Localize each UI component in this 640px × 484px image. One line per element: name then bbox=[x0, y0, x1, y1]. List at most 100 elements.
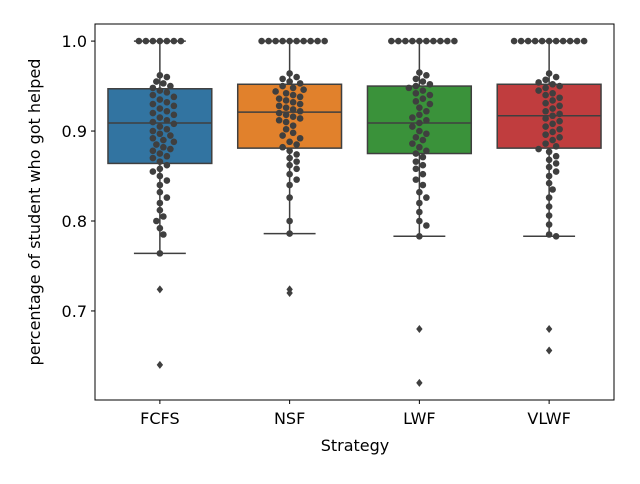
swarm-point bbox=[430, 37, 437, 45]
swarm-point bbox=[545, 221, 553, 228]
swarm-point bbox=[177, 37, 185, 45]
swarm-point bbox=[156, 165, 164, 173]
swarm-point bbox=[545, 231, 553, 238]
swarm-point bbox=[423, 222, 430, 229]
swarm-point bbox=[545, 194, 553, 201]
swarm-point bbox=[542, 140, 549, 147]
swarm-point bbox=[293, 73, 300, 81]
swarm-point bbox=[552, 143, 560, 150]
swarm-point bbox=[163, 37, 171, 45]
outlier bbox=[545, 346, 553, 355]
swarm-point bbox=[142, 37, 150, 45]
swarm-point bbox=[296, 80, 304, 87]
swarm-point bbox=[160, 136, 167, 144]
swarm-point bbox=[149, 37, 157, 45]
swarm-point bbox=[510, 37, 518, 45]
swarm-point bbox=[286, 147, 293, 155]
swarm-point bbox=[300, 86, 307, 93]
swarm-point bbox=[535, 79, 542, 86]
swarm-point bbox=[556, 94, 563, 102]
x-tick-label: VLWF bbox=[527, 409, 570, 428]
swarm-point bbox=[409, 37, 416, 45]
swarm-point bbox=[296, 100, 304, 108]
swarm-point bbox=[416, 119, 423, 127]
swarm-point bbox=[416, 127, 423, 135]
outlier bbox=[416, 324, 423, 333]
swarm-point bbox=[542, 115, 549, 122]
swarm-point bbox=[419, 181, 427, 189]
swarm-point bbox=[416, 37, 423, 45]
swarm-point bbox=[279, 37, 286, 45]
swarm-point bbox=[300, 37, 307, 45]
swarm-point bbox=[156, 105, 164, 112]
swarm-point bbox=[559, 37, 567, 45]
swarm-point bbox=[416, 217, 423, 225]
swarm-point bbox=[531, 37, 539, 45]
swarm-point bbox=[296, 115, 304, 122]
swarm-point bbox=[163, 125, 171, 133]
swarm-point bbox=[549, 80, 556, 88]
x-tick-label: NSF bbox=[274, 409, 305, 428]
swarm-point bbox=[412, 89, 420, 97]
swarm-point bbox=[444, 37, 451, 45]
swarm-point bbox=[170, 102, 178, 110]
swarm-point bbox=[549, 97, 556, 104]
swarm-point bbox=[156, 37, 164, 45]
swarm-point bbox=[388, 37, 395, 45]
swarm-point bbox=[149, 154, 157, 162]
swarm-point bbox=[426, 100, 434, 108]
swarm-point bbox=[279, 143, 286, 151]
swarm-point bbox=[419, 78, 427, 85]
swarm-point bbox=[293, 141, 300, 148]
swarm-point bbox=[170, 111, 178, 119]
swarm-point bbox=[423, 116, 430, 124]
plot-frame bbox=[94, 23, 615, 401]
swarm-point bbox=[419, 95, 427, 102]
outlier bbox=[156, 360, 164, 369]
swarm-point bbox=[279, 75, 286, 83]
swarm-point bbox=[416, 69, 423, 76]
swarm-point bbox=[156, 188, 164, 196]
swarm-point bbox=[552, 152, 560, 160]
swarm-point bbox=[412, 165, 420, 173]
swarm-point bbox=[549, 128, 556, 136]
swarm-point bbox=[279, 132, 286, 139]
swarm-point bbox=[149, 168, 157, 175]
swarm-point bbox=[170, 37, 178, 45]
swarm-point bbox=[412, 98, 420, 105]
swarm-point bbox=[156, 130, 164, 138]
swarm-point bbox=[556, 117, 563, 125]
x-axis-label: Strategy bbox=[321, 436, 390, 455]
swarm-point bbox=[552, 232, 560, 240]
swarm-point bbox=[416, 143, 423, 151]
swarm-point bbox=[286, 194, 293, 201]
swarm-point bbox=[542, 84, 549, 92]
swarm-point bbox=[156, 114, 164, 121]
swarm-point bbox=[538, 37, 546, 45]
swarm-point bbox=[545, 172, 553, 180]
swarm-point bbox=[545, 163, 553, 171]
swarm-point bbox=[156, 224, 164, 232]
swarm-point bbox=[275, 109, 283, 117]
swarm-point bbox=[163, 89, 171, 96]
swarm-point bbox=[265, 37, 272, 45]
swarm-point bbox=[167, 132, 174, 139]
swarm-point bbox=[286, 138, 293, 146]
swarm-point bbox=[160, 231, 167, 238]
swarm-point bbox=[549, 136, 556, 144]
outlier bbox=[156, 285, 164, 294]
swarm-point bbox=[535, 87, 542, 94]
swarm-point bbox=[517, 37, 525, 45]
swarm-point bbox=[289, 113, 297, 120]
swarm-point bbox=[163, 152, 171, 160]
swarm-point bbox=[163, 177, 171, 184]
swarm-point bbox=[423, 147, 430, 155]
swarm-point bbox=[156, 123, 164, 130]
swarm-point bbox=[163, 161, 171, 169]
swarm-point bbox=[552, 160, 560, 167]
swarm-point bbox=[163, 107, 171, 115]
swarm-point bbox=[170, 138, 178, 146]
swarm-point bbox=[296, 107, 304, 115]
swarm-point bbox=[275, 95, 283, 102]
swarm-point bbox=[535, 145, 542, 153]
